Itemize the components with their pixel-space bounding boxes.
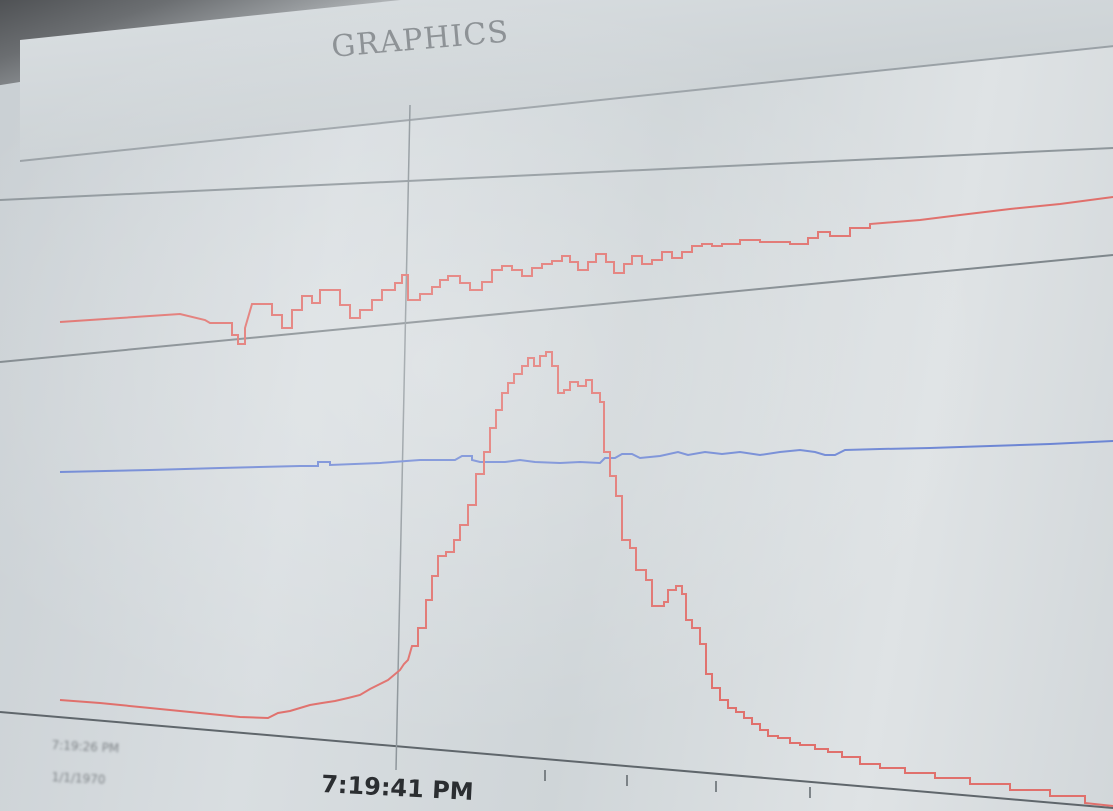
upper-red-trace	[59, 196, 1113, 345]
blue-trace	[59, 440, 1113, 473]
time-cursor-line[interactable]	[395, 104, 411, 771]
grid-line-top	[0, 147, 1113, 201]
time-axis-ticks	[544, 770, 811, 798]
grid-line-upper	[0, 254, 1113, 363]
start-date-label: 1/1/1970	[51, 770, 106, 787]
grid-line-bottom	[0, 711, 1113, 809]
lower-red-trace	[59, 351, 1113, 807]
